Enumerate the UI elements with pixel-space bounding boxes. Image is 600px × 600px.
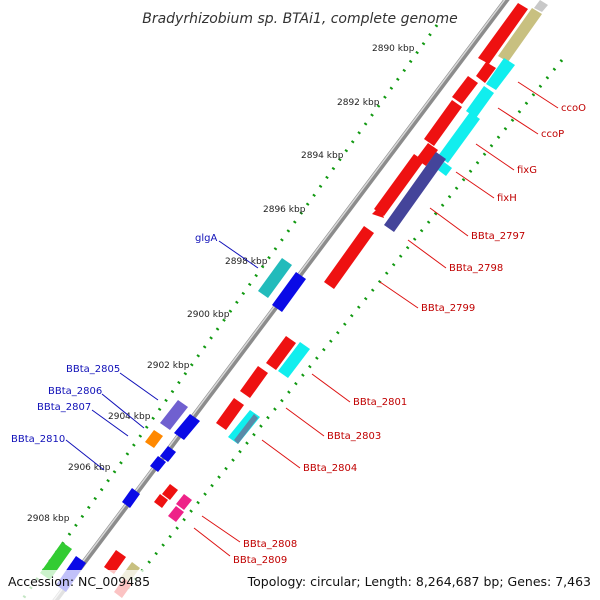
gene-arrow[interactable] [438,162,452,176]
gene-arrow[interactable] [384,152,446,232]
tick-label: 2906 kbp [68,463,111,473]
gene-arrow[interactable] [122,488,140,508]
gene-label-ccoO[interactable]: ccoO [561,103,586,114]
gene-arrow[interactable] [424,100,462,146]
gene-arrow[interactable] [240,366,268,398]
gene-arrow[interactable] [216,398,244,430]
gene-label-bbta-2807[interactable]: BBta_2807 [37,402,91,413]
forward-strand-genes [104,0,548,598]
outer-dotted-scale-line [20,24,439,600]
right-gene-labels: ccoO ccoP fixG fixH BBta_2797 BBta_2798 … [233,103,586,566]
gene-label-bbta-2806[interactable]: BBta_2806 [48,386,102,397]
left-gene-labels: glgA BBta_2805 BBta_2806 BBta_2807 BBta_… [11,233,217,445]
gene-arrow[interactable] [154,494,168,508]
gene-arrow[interactable] [534,0,548,12]
tick-label: 2896 kbp [263,205,306,215]
tick-label: 2898 kbp [225,257,268,267]
gene-label-glgA[interactable]: glgA [195,233,217,244]
gene-arrow[interactable] [174,414,200,440]
gene-label-bbta-2809[interactable]: BBta_2809 [233,555,287,566]
gene-label-fixH[interactable]: fixH [497,193,517,204]
gene-arrow[interactable] [104,550,126,574]
gene-arrow[interactable] [150,456,166,472]
gene-label-fixG[interactable]: fixG [517,165,537,176]
gene-label-bbta-2798[interactable]: BBta_2798 [449,263,503,274]
gene-arrow[interactable] [466,86,494,118]
gene-arrow[interactable] [438,112,480,163]
gene-arrow[interactable] [258,258,292,298]
gene-arrow[interactable] [160,446,176,462]
kbp-tick-labels: 2890 kbp 2892 kbp 2894 kbp 2896 kbp 2898… [27,44,415,524]
gene-arrow[interactable] [486,58,515,90]
gene-arrow[interactable] [498,8,542,62]
gene-label-bbta-2799[interactable]: BBta_2799 [421,303,475,314]
gene-arrow[interactable] [478,3,528,64]
inner-dotted-strand-line [116,59,564,600]
gene-label-bbta-2797[interactable]: BBta_2797 [471,231,525,242]
gene-label-bbta-2805[interactable]: BBta_2805 [66,364,120,375]
gene-label-bbta-2804[interactable]: BBta_2804 [303,463,357,474]
right-label-connectors [193,81,559,557]
gene-arrow[interactable] [374,154,424,216]
gene-arrow[interactable] [372,206,384,218]
gene-label-bbta-2808[interactable]: BBta_2808 [243,539,297,550]
gene-arrow[interactable] [324,226,374,289]
tick-label: 2902 kbp [147,361,190,371]
map-title: Bradyrhizobium sp. BTAi1, complete genom… [142,11,458,27]
accession-text: Accession: NC_009485 [8,574,150,589]
gene-arrow[interactable] [278,342,310,378]
gene-arrow[interactable] [168,506,184,522]
gene-arrow[interactable] [162,484,178,500]
tick-label: 2890 kbp [372,44,415,54]
gene-arrow[interactable] [234,414,258,444]
tick-label: 2894 kbp [301,151,344,161]
tick-label: 2892 kbp [337,98,380,108]
gene-arrow[interactable] [160,400,188,430]
topology-text: Topology: circular; Length: 8,264,687 bp… [247,574,591,589]
tick-label: 2908 kbp [27,514,70,524]
tick-label: 2904 kbp [108,412,151,422]
gene-label-bbta-2803[interactable]: BBta_2803 [327,431,381,442]
gene-arrow[interactable] [476,62,496,83]
gene-label-bbta-2810[interactable]: BBta_2810 [11,434,65,445]
gene-arrow[interactable] [452,76,478,104]
tick-label: 2900 kbp [187,310,230,320]
gene-label-ccoP[interactable]: ccoP [541,129,564,140]
gene-arrow[interactable] [176,494,192,510]
gene-arrow[interactable] [145,430,163,448]
left-label-connectors [65,240,259,471]
gene-arrow[interactable] [266,336,296,370]
gene-label-bbta-2801[interactable]: BBta_2801 [353,397,407,408]
gene-arrow[interactable] [272,272,306,312]
